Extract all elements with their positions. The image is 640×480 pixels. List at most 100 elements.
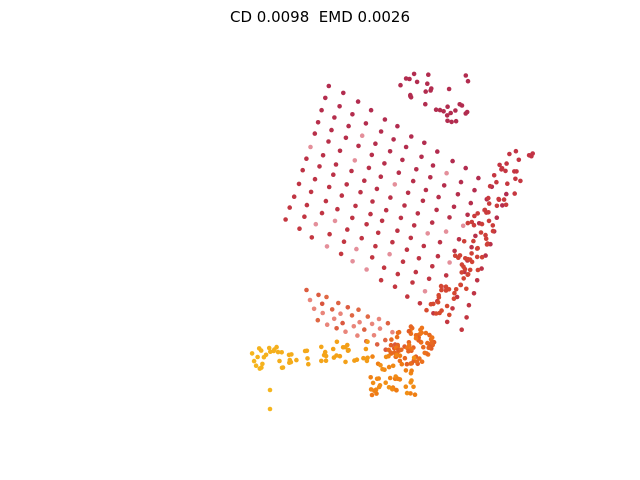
scatter-point: [452, 249, 457, 254]
scatter-point: [297, 226, 302, 231]
scatter-point: [434, 208, 439, 213]
scatter-point: [518, 179, 523, 184]
scatter-point: [439, 284, 444, 289]
scatter-point: [352, 358, 357, 363]
scatter-point: [459, 270, 464, 275]
scatter-point: [504, 203, 509, 208]
scatter-point: [485, 242, 490, 247]
scatter-point: [426, 345, 431, 350]
scatter-point: [390, 387, 395, 392]
scatter-point: [436, 195, 441, 200]
scatter-point: [364, 267, 369, 272]
scatter-point: [341, 345, 346, 350]
scatter-point: [372, 333, 377, 338]
scatter-point: [341, 91, 346, 96]
scatter-point: [447, 215, 452, 220]
scatter-point: [373, 244, 378, 249]
scatter-point: [304, 156, 309, 161]
scatter-point: [345, 227, 350, 232]
scatter-point: [461, 276, 466, 281]
scatter-point: [422, 351, 427, 356]
scatter-point: [404, 145, 409, 150]
scatter-point: [390, 330, 395, 335]
scatter-point: [398, 83, 403, 88]
scatter-point: [462, 239, 467, 244]
scatter-point: [468, 268, 473, 273]
scatter-point: [475, 246, 480, 251]
scatter-point: [480, 222, 485, 227]
scatter-point: [423, 89, 428, 94]
scatter-point: [419, 155, 424, 160]
scatter-point: [334, 326, 339, 331]
scatter-point: [258, 366, 263, 371]
scatter-point: [334, 353, 339, 358]
scatter-point: [316, 318, 321, 323]
scatter-point: [268, 388, 273, 393]
scatter-point: [325, 244, 330, 249]
scatter-point: [408, 361, 413, 366]
scatter-point: [380, 219, 385, 224]
scatter-point: [319, 108, 324, 113]
scatter-point: [360, 133, 365, 138]
scatter-point: [437, 295, 442, 300]
scatter-point: [338, 149, 343, 154]
scatter-point: [427, 277, 432, 282]
scatter-point: [373, 141, 378, 146]
scatter-point: [400, 158, 405, 163]
scatter-point: [445, 304, 450, 309]
scatter-point: [305, 203, 310, 208]
scatter-point: [362, 178, 367, 183]
scatter-point: [330, 307, 335, 312]
scatter-point: [406, 349, 411, 354]
scatter-point: [496, 197, 501, 202]
scatter-point: [466, 257, 471, 262]
scatter-point: [430, 220, 435, 225]
scatter-point: [262, 355, 267, 360]
scatter-point: [331, 172, 336, 177]
scatter-point: [335, 207, 340, 212]
scatter-point: [379, 278, 384, 283]
scatter-point: [480, 255, 485, 260]
scatter-point: [472, 223, 477, 228]
scatter-point: [391, 364, 396, 369]
scatter-point: [319, 359, 324, 364]
scatter-point: [259, 348, 264, 353]
scatter-point: [320, 302, 325, 307]
scatter-point: [389, 337, 394, 342]
scatter-point: [505, 181, 510, 186]
scatter-point: [418, 301, 423, 306]
scatter-point: [344, 136, 349, 141]
scatter-point: [530, 151, 535, 156]
scatter-point: [368, 212, 373, 217]
scatter-point: [338, 311, 343, 316]
scatter-point: [409, 236, 414, 241]
scatter-point: [424, 188, 429, 193]
scatter-point: [463, 166, 468, 171]
scatter-point: [436, 254, 441, 259]
scatter-point: [309, 190, 314, 195]
scatter-point: [472, 291, 477, 296]
scatter-point: [344, 182, 349, 187]
scatter-point: [475, 278, 480, 283]
scatter-point: [386, 321, 391, 326]
scatter-point: [409, 378, 414, 383]
scatter-point: [345, 343, 350, 348]
scatter-point: [388, 195, 393, 200]
scatter-point: [458, 283, 463, 288]
scatter-point: [411, 179, 416, 184]
scatter-point: [428, 175, 433, 180]
scatter-point: [279, 350, 284, 355]
scatter-point: [306, 362, 311, 367]
scatter-point: [379, 129, 384, 134]
scatter-point: [422, 244, 427, 249]
scatter-point: [359, 236, 364, 241]
scatter-point: [378, 363, 383, 368]
scatter-point: [297, 182, 302, 187]
scatter-point: [280, 366, 285, 371]
scatter-point: [430, 335, 435, 340]
scatter-point: [444, 229, 449, 234]
scatter-point: [370, 153, 375, 158]
scatter-point: [382, 161, 387, 166]
scatter-point: [254, 363, 259, 368]
scatter-point: [447, 87, 452, 92]
